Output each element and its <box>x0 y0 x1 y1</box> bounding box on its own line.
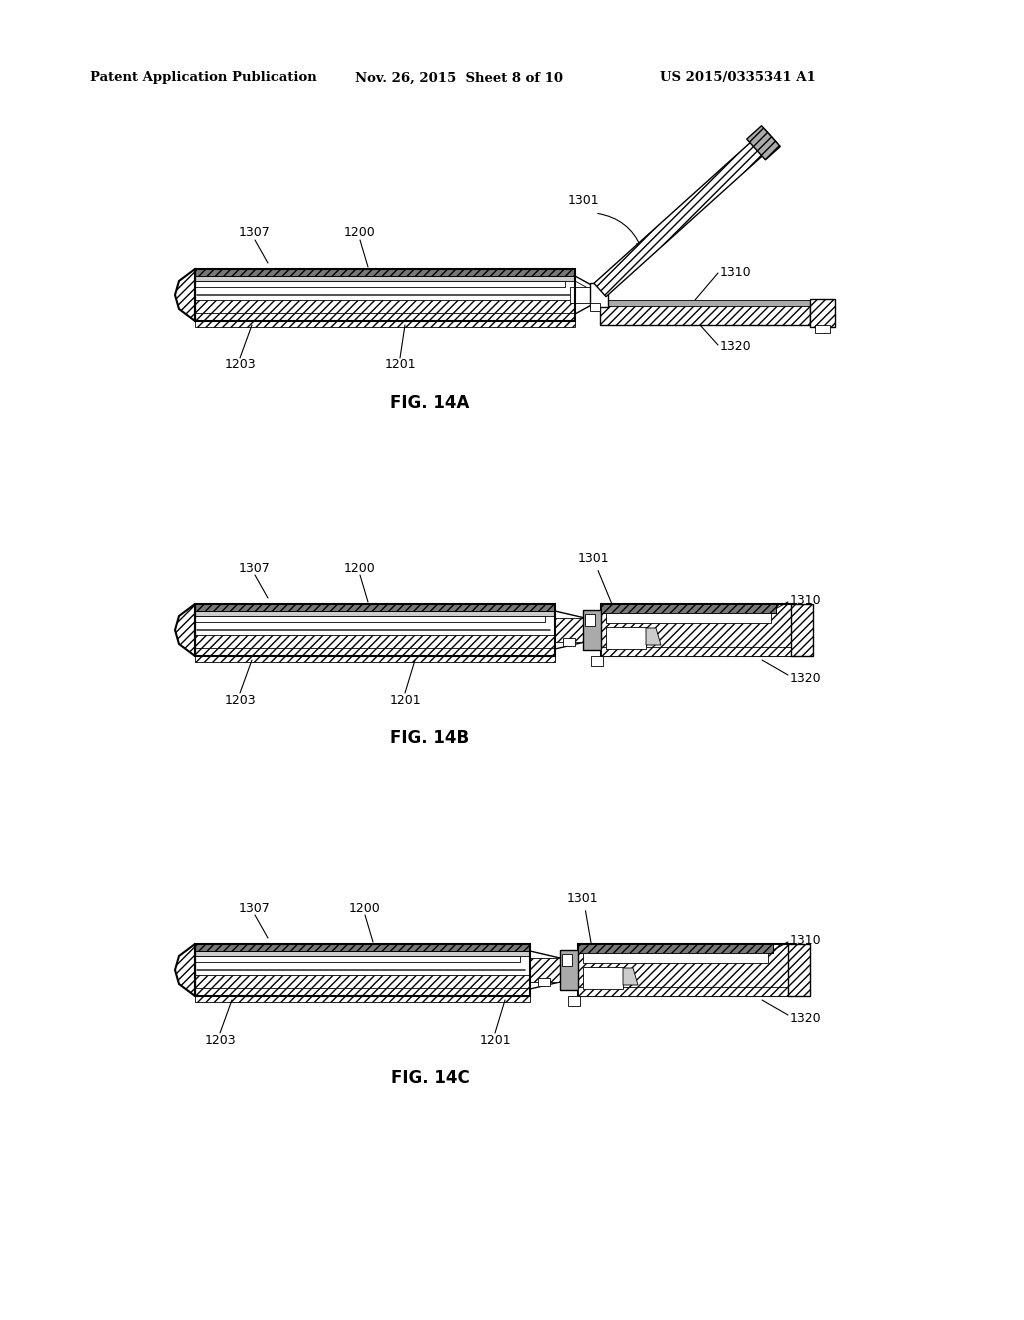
Text: 1301: 1301 <box>567 194 599 206</box>
Bar <box>590 304 600 312</box>
Text: FIG. 14C: FIG. 14C <box>390 1069 469 1086</box>
Bar <box>195 956 520 962</box>
Bar <box>578 987 793 997</box>
Bar <box>791 605 813 656</box>
Bar <box>583 610 601 649</box>
Text: 1320: 1320 <box>720 341 752 354</box>
Text: 1203: 1203 <box>224 359 256 371</box>
Text: 1320: 1320 <box>790 1011 821 1024</box>
Text: 1203: 1203 <box>204 1034 236 1047</box>
Bar <box>195 269 575 321</box>
Bar <box>195 269 575 276</box>
Bar <box>562 954 572 966</box>
Polygon shape <box>175 944 195 997</box>
Text: Nov. 26, 2015  Sheet 8 of 10: Nov. 26, 2015 Sheet 8 of 10 <box>355 71 563 84</box>
Polygon shape <box>175 605 195 656</box>
Bar <box>601 605 796 656</box>
Bar <box>560 950 578 990</box>
Text: 1201: 1201 <box>479 1034 511 1047</box>
Bar <box>195 300 575 327</box>
Bar <box>578 944 793 997</box>
Bar <box>195 950 530 956</box>
Bar <box>195 605 555 611</box>
Bar <box>195 635 555 663</box>
Text: 1301: 1301 <box>578 552 609 565</box>
Text: 1310: 1310 <box>790 594 821 606</box>
Polygon shape <box>623 968 638 985</box>
Text: 1301: 1301 <box>567 891 599 904</box>
Polygon shape <box>646 628 662 645</box>
Bar <box>601 605 776 612</box>
Text: Patent Application Publication: Patent Application Publication <box>90 71 316 84</box>
Bar <box>555 618 585 642</box>
Bar <box>568 997 580 1006</box>
Bar <box>195 611 555 616</box>
Bar <box>585 614 595 626</box>
Text: 1201: 1201 <box>389 693 421 706</box>
Text: FIG. 14B: FIG. 14B <box>390 729 470 747</box>
Text: 1307: 1307 <box>240 561 271 574</box>
Text: FIG. 14A: FIG. 14A <box>390 393 470 412</box>
Text: 1200: 1200 <box>349 902 381 915</box>
Bar <box>578 944 773 953</box>
Bar <box>590 282 608 308</box>
Bar <box>601 605 776 612</box>
Bar <box>195 944 530 997</box>
Bar <box>195 281 565 286</box>
Bar <box>563 638 575 645</box>
Bar <box>195 648 555 655</box>
Bar <box>195 616 545 622</box>
Bar <box>570 286 600 304</box>
Text: 1320: 1320 <box>790 672 821 685</box>
Text: 1310: 1310 <box>720 267 752 280</box>
Bar <box>195 605 555 656</box>
Text: 1307: 1307 <box>240 902 271 915</box>
Bar <box>606 627 646 649</box>
Polygon shape <box>594 129 777 297</box>
Text: 1200: 1200 <box>344 227 376 239</box>
Bar <box>810 300 835 327</box>
Bar <box>600 305 810 325</box>
Text: 1203: 1203 <box>224 693 256 706</box>
Bar <box>195 313 575 319</box>
Text: 1201: 1201 <box>384 359 416 371</box>
Text: US 2015/0335341 A1: US 2015/0335341 A1 <box>660 71 816 84</box>
Bar <box>530 958 560 982</box>
Bar <box>601 605 796 656</box>
Bar <box>583 968 623 989</box>
Bar <box>583 953 768 964</box>
Bar <box>815 325 830 333</box>
Bar <box>578 944 773 953</box>
Polygon shape <box>746 125 780 160</box>
Bar <box>195 276 575 281</box>
Bar <box>600 300 810 306</box>
Bar <box>538 978 550 986</box>
Bar <box>606 612 771 623</box>
Bar <box>195 269 575 276</box>
Bar <box>195 975 530 1002</box>
Text: 1307: 1307 <box>240 227 271 239</box>
Bar <box>195 987 530 995</box>
Bar <box>195 605 555 611</box>
Bar <box>578 944 793 997</box>
Polygon shape <box>175 269 195 321</box>
Text: 1200: 1200 <box>344 561 376 574</box>
Bar <box>195 944 530 950</box>
Bar <box>788 944 810 997</box>
Bar <box>195 944 530 950</box>
Text: 1310: 1310 <box>790 933 821 946</box>
Bar <box>591 656 603 667</box>
Bar <box>601 647 796 656</box>
